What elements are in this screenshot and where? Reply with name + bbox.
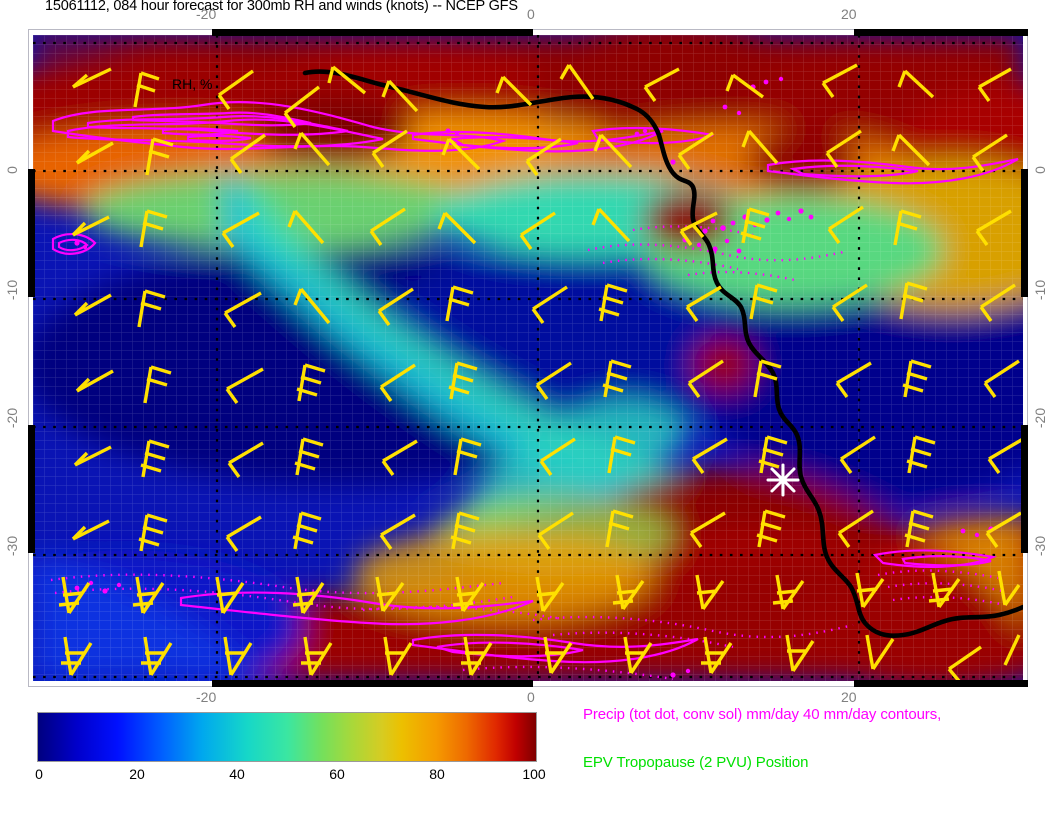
ytick-right-3: -30: [1032, 535, 1049, 557]
axis-border-top-seg1: [212, 29, 533, 36]
legend-precip: Precip (tot dot, conv sol) mm/day 40 mm/…: [583, 706, 942, 723]
ytick-left-3: -30: [4, 535, 21, 557]
grid-mesh: [33, 35, 1023, 681]
coastline: [302, 69, 1023, 638]
ytick-left-0: 0: [3, 166, 20, 174]
axis-border-right-seg2: [1021, 425, 1028, 553]
xtick-top-0: -20: [196, 6, 217, 22]
axis-border-bottom-seg1: [212, 680, 533, 687]
precip-total-contours: [50, 225, 1006, 681]
xtick-top-2: 20: [841, 6, 857, 22]
rh-wind-map: [33, 35, 1023, 681]
ytick-left-2: -20: [4, 407, 21, 429]
rh-colorbar-gradient: [37, 712, 537, 762]
cbar-tick-0: 0: [35, 766, 43, 782]
cbar-tick-100: 100: [522, 766, 546, 782]
ytick-left-1: -10: [4, 279, 21, 301]
cbar-tick-20: 20: [129, 766, 145, 782]
axis-border-right-seg1: [1021, 169, 1028, 297]
ytick-right-2: -20: [1032, 407, 1049, 429]
xtick-top-1: 0: [527, 6, 535, 22]
station-marker-asterisk: [766, 463, 800, 497]
xtick-bottom-2: 20: [841, 689, 857, 705]
axis-border-top-seg2: [854, 29, 1028, 36]
xtick-bottom-0: -20: [196, 689, 217, 705]
map-plot-area: [33, 35, 1023, 681]
ytick-right-0: 0: [1031, 166, 1048, 174]
axis-border-left-seg1: [28, 169, 35, 297]
legend-epv-tropopause: EPV Tropopause (2 PVU) Position: [583, 754, 809, 771]
map-container: [28, 29, 1028, 687]
cbar-tick-80: 80: [429, 766, 445, 782]
page-title: 15061112, 084 hour forecast for 300mb RH…: [45, 0, 518, 14]
axis-border-left-seg2: [28, 425, 35, 553]
cbar-tick-60: 60: [329, 766, 345, 782]
wind-barbs: [58, 63, 1023, 681]
cbar-tick-40: 40: [229, 766, 245, 782]
xtick-bottom-1: 0: [527, 689, 535, 705]
axis-border-bottom-seg2: [854, 680, 1028, 687]
rh-colorbar: 0 20 40 60 80 100: [35, 712, 546, 782]
precip-dots: [74, 76, 994, 678]
colorbar-axis-label: RH, %: [172, 76, 213, 92]
gridlines: [33, 35, 1023, 681]
ytick-right-1: -10: [1032, 279, 1049, 301]
